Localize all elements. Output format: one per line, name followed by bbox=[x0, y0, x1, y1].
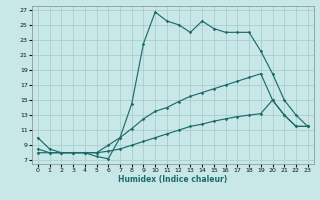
X-axis label: Humidex (Indice chaleur): Humidex (Indice chaleur) bbox=[118, 175, 228, 184]
